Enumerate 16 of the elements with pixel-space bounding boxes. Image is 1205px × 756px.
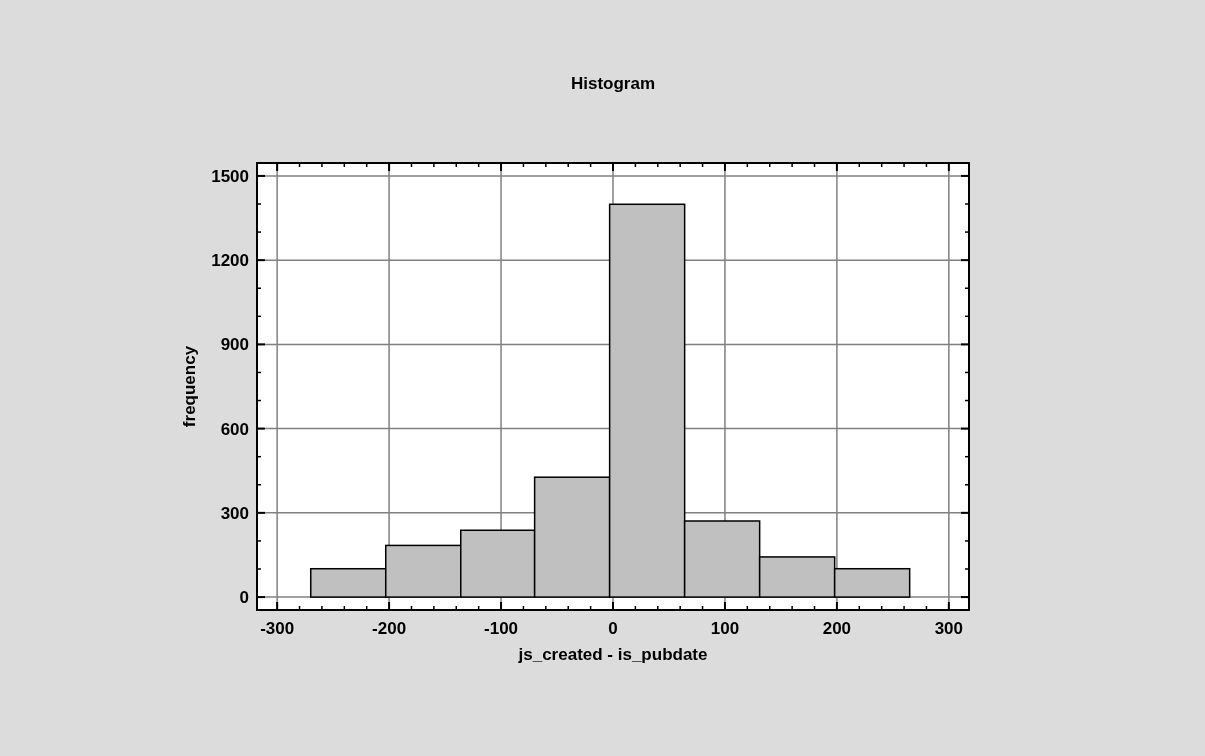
x-axis-title: js_created - is_pubdate bbox=[517, 645, 708, 664]
x-tick-label: 100 bbox=[710, 619, 740, 638]
y-tick-label: 300 bbox=[220, 503, 249, 523]
x-tick-label: 0 bbox=[608, 619, 618, 638]
x-tick-label: -100 bbox=[484, 619, 519, 638]
x-tick-label: -200 bbox=[372, 619, 407, 638]
x-tick-label: 300 bbox=[934, 619, 964, 638]
y-tick-label: 1500 bbox=[211, 166, 249, 186]
y-tick-label: 600 bbox=[220, 419, 249, 439]
y-tick-label: 0 bbox=[239, 588, 249, 608]
x-tick-label: 200 bbox=[822, 619, 852, 638]
y-tick-label: 1200 bbox=[211, 251, 249, 271]
x-tick-label: -300 bbox=[260, 619, 295, 638]
y-tick-label: 900 bbox=[220, 335, 249, 355]
y-axis-title: frequency bbox=[180, 345, 199, 428]
chart-title: Histogram bbox=[570, 74, 656, 93]
